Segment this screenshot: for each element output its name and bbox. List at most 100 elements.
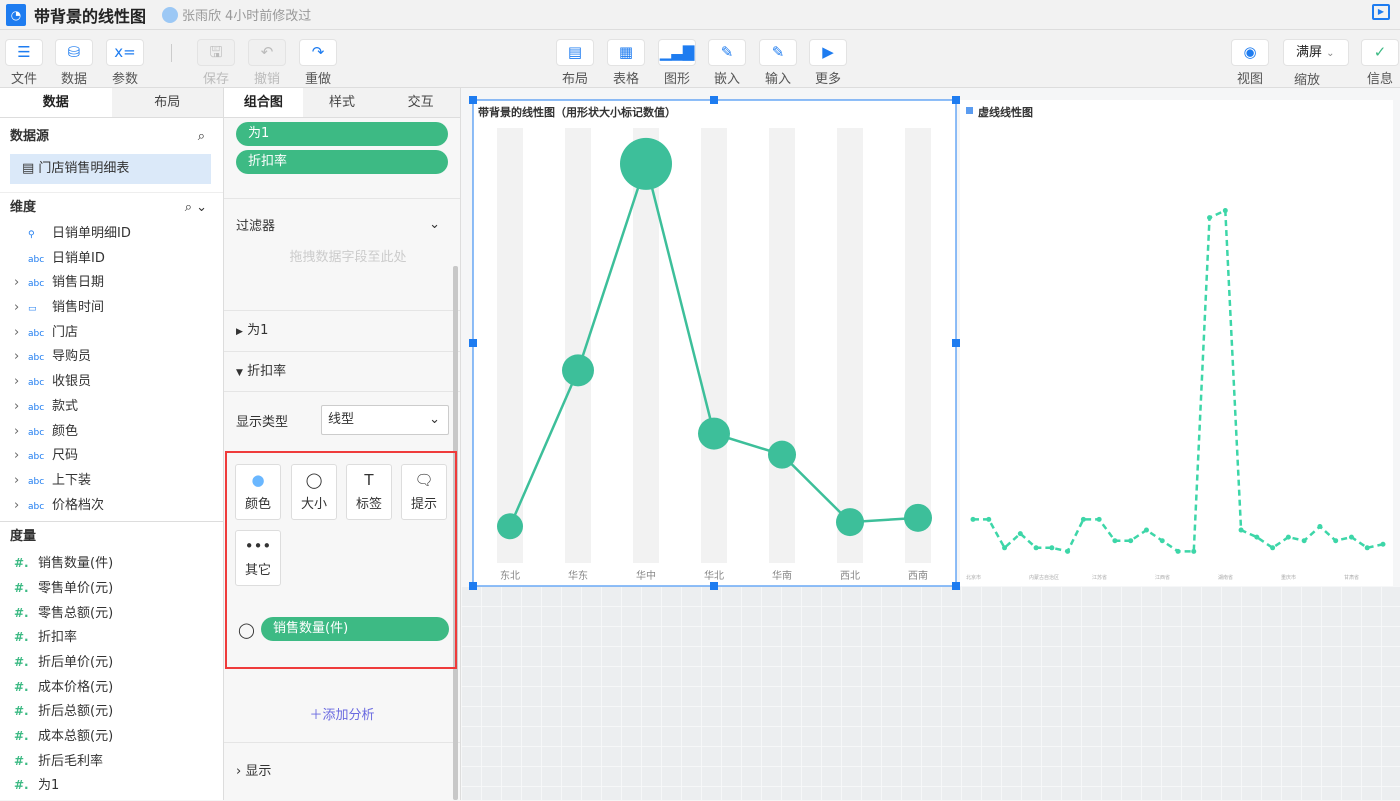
data-point xyxy=(1301,538,1307,544)
chevron-down-icon[interactable]: ⌄ xyxy=(429,217,440,232)
resize-handle xyxy=(710,96,718,104)
field-name: 尺码 xyxy=(52,448,79,464)
field-name: 折后总额(元) xyxy=(38,704,114,720)
series-item[interactable]: ▼ 折扣率 xyxy=(224,351,460,391)
other-mark-button[interactable]: ••• 其它 xyxy=(235,530,281,586)
redo-button[interactable]: ↷ 重做 xyxy=(298,39,338,87)
abc-type-icon: abc xyxy=(28,427,45,438)
color-dots-icon: ● xyxy=(251,471,265,489)
section-title: 数据源 xyxy=(10,129,50,144)
undo-button[interactable]: ↶ 撤销 xyxy=(247,39,287,87)
measure-item[interactable]: #. 折扣率 xyxy=(0,625,223,650)
size-mark-button[interactable]: ◯ 大小 xyxy=(291,464,337,520)
series-item[interactable]: ▶ 为1 xyxy=(224,310,460,351)
measure-item[interactable]: #. 折后单价(元) xyxy=(0,650,223,675)
label: 重做 xyxy=(304,72,331,87)
table-button[interactable]: ▦ 表格 xyxy=(606,39,646,87)
measure-icon: #. xyxy=(14,556,29,571)
abc-type-icon: abc xyxy=(28,452,45,463)
chart-title: 带背景的线性图（用形状大小标记数值） xyxy=(478,105,676,119)
zoom-select[interactable]: 满屏 ⌄ xyxy=(1283,39,1349,66)
display-type-row: 显示类型 线型 ⌄ xyxy=(224,391,460,448)
chart-1[interactable]: 带背景的线性图（用形状大小标记数值） 东北 华东 华中 华北 华南 西北 西南 xyxy=(469,96,960,590)
field-pill[interactable]: 为1 xyxy=(236,122,448,146)
display-section[interactable]: › 显示 xyxy=(224,742,460,800)
present-icon[interactable]: ▶ xyxy=(1372,4,1390,20)
x-tick-label: 甘肃省 xyxy=(1344,574,1359,581)
tab-style[interactable]: 样式 xyxy=(302,88,382,117)
layout-button[interactable]: ▤ 布局 xyxy=(555,39,595,87)
data-point xyxy=(1285,534,1291,540)
measure-item[interactable]: #. 成本价格(元) xyxy=(0,675,223,700)
label: 信息 xyxy=(1366,72,1393,87)
x-tick-label: 湖南省 xyxy=(1218,574,1233,581)
tab-combo[interactable]: 组合图 xyxy=(224,88,303,117)
measure-item[interactable]: #. 为1 xyxy=(0,773,223,798)
config-panel: 组合图 样式 交互 为1 折扣率 过滤器 ⌄ 拖拽数据字段至此处 ▶ 为1 ▼ 折扣… xyxy=(224,88,461,800)
dimension-item[interactable]: › abc 收银员 xyxy=(0,370,223,395)
size-icon: ◯ xyxy=(238,621,255,639)
tab-layout[interactable]: 布局 xyxy=(111,88,223,117)
file-button[interactable]: ☰ 文件 xyxy=(4,39,44,87)
more-icon: ▶ xyxy=(809,39,847,66)
series-label: 折扣率 xyxy=(247,364,287,379)
measure-item[interactable]: #. 零售总额(元) xyxy=(0,601,223,626)
data-point xyxy=(986,516,992,522)
save-button[interactable]: 🖫 保存 xyxy=(196,39,236,87)
label: 图形 xyxy=(663,72,690,87)
chart-button[interactable]: ▁▃▇ 图形 xyxy=(657,39,697,87)
dimension-item[interactable]: › abc 款式 xyxy=(0,395,223,420)
color-mark-button[interactable]: ● 颜色 xyxy=(235,464,281,520)
params-button[interactable]: x= 参数 xyxy=(105,39,145,87)
dimension-item[interactable]: › abc 尺码 xyxy=(0,444,223,469)
input-button[interactable]: ✎ 输入 xyxy=(758,39,798,87)
measure-icon: #. xyxy=(14,580,29,595)
info-button[interactable]: ✓ 信息 xyxy=(1360,39,1400,87)
label-mark-button[interactable]: T 标签 xyxy=(346,464,392,520)
dimension-item[interactable]: › abc 导购员 xyxy=(0,345,223,370)
dimension-item[interactable]: › abc 上下装 xyxy=(0,469,223,494)
label: 大小 xyxy=(300,497,327,512)
data-button[interactable]: ⛁ 数据 xyxy=(54,39,94,87)
measure-item[interactable]: #. 折后总额(元) xyxy=(0,699,223,724)
embed-button[interactable]: ✎ 嵌入 xyxy=(707,39,747,87)
chevron-right-icon: › xyxy=(14,472,20,488)
search-icon[interactable]: ⌕ ⌄ xyxy=(184,200,207,215)
abc-type-icon: abc xyxy=(28,378,45,389)
field-name: 销售数量(件) xyxy=(38,556,114,572)
tooltip-mark-button[interactable]: 🗨 提示 xyxy=(401,464,447,520)
display-type-select[interactable]: 线型 ⌄ xyxy=(321,405,449,435)
dimension-item[interactable]: › abc 价格档次 xyxy=(0,494,223,519)
measure-item[interactable]: #. 零售单价(元) xyxy=(0,576,223,601)
params-icon: x= xyxy=(106,39,144,66)
chevron-right-icon: › xyxy=(14,300,20,316)
data-point xyxy=(1159,538,1165,544)
more-button[interactable]: ▶ 更多 xyxy=(808,39,848,87)
tab-data[interactable]: 数据 xyxy=(0,88,112,117)
measure-icon: #. xyxy=(14,778,29,793)
label: 标签 xyxy=(355,497,382,512)
add-analysis-button[interactable]: ＋添加分析 xyxy=(309,708,375,723)
measure-item[interactable]: #. 成本总额(元) xyxy=(0,724,223,749)
dimension-item[interactable]: › abc 销售日期 xyxy=(0,271,223,296)
measure-item[interactable]: #. 销售数量(件) xyxy=(0,551,223,576)
abc-type-icon: abc xyxy=(28,279,45,290)
measure-icon: #. xyxy=(14,630,29,645)
dimension-item[interactable]: abc 日销单ID xyxy=(0,247,223,272)
field-name: 收银员 xyxy=(52,374,92,390)
tab-interaction[interactable]: 交互 xyxy=(381,88,461,117)
measure-icon: #. xyxy=(14,729,29,744)
data-point xyxy=(497,513,523,540)
field-pill[interactable]: 折扣率 xyxy=(236,150,448,174)
measure-item[interactable]: #. 折后毛利率 xyxy=(0,749,223,774)
view-button[interactable]: ◉ 视图 xyxy=(1230,39,1270,87)
dimension-item[interactable]: ⚲ 日销单明细ID xyxy=(0,222,223,247)
datasource-item[interactable]: ▤ 门店销售明细表 xyxy=(10,154,211,184)
search-icon[interactable]: ⌕ xyxy=(197,129,205,144)
field-name: 销售时间 xyxy=(52,300,105,316)
dimension-item[interactable]: › abc 颜色 xyxy=(0,420,223,445)
size-field-pill[interactable]: 销售数量(件) xyxy=(261,617,449,641)
dimension-item[interactable]: › ▭ 销售时间 xyxy=(0,296,223,321)
dimension-item[interactable]: › abc 门店 xyxy=(0,321,223,346)
